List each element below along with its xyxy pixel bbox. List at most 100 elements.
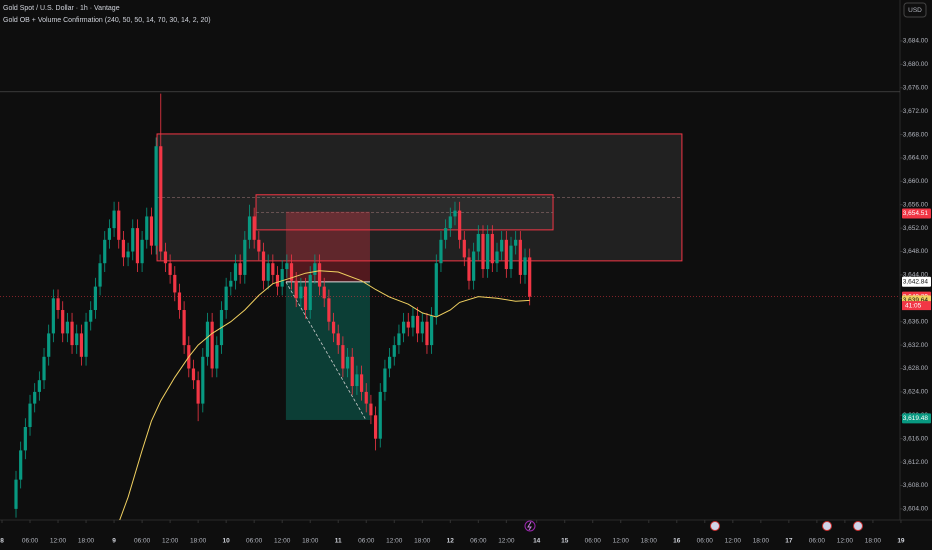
candle-body: [378, 391, 382, 439]
candle-body: [70, 321, 74, 346]
x-tick-label: 9: [112, 538, 116, 545]
candle-body: [117, 210, 121, 240]
candle-body: [345, 356, 350, 369]
candle-body: [392, 345, 396, 357]
candle-body: [495, 251, 499, 264]
candle-body: [159, 146, 163, 252]
candle-body: [135, 228, 140, 264]
x-tick-label: 06:00: [246, 538, 263, 545]
candle-body: [243, 239, 247, 275]
candle-body: [280, 269, 284, 287]
candle-body: [79, 333, 83, 357]
stop-zone: [285, 211, 370, 282]
candle-body: [481, 233, 485, 270]
candle-body: [364, 391, 368, 404]
candle-body: [528, 257, 532, 297]
y-tick-label: 3,684.00: [903, 38, 929, 45]
candle-body: [336, 333, 340, 346]
x-tick-label: 12:00: [162, 538, 179, 545]
y-tick-label: 3,632.00: [903, 342, 929, 349]
x-tick-label: 18:00: [753, 538, 770, 545]
x-tick-label: 17: [785, 538, 793, 545]
candle-body: [23, 426, 27, 451]
candle-body: [322, 286, 326, 299]
candle-body: [84, 321, 88, 357]
candle-body: [486, 233, 490, 270]
currency-box[interactable]: [903, 2, 927, 18]
candle-body: [397, 333, 401, 346]
candle-body: [37, 380, 41, 392]
event-icon: [527, 521, 532, 531]
candle-body: [126, 251, 130, 258]
y-tick-label: 3,668.00: [903, 131, 929, 138]
candle-body: [121, 239, 126, 258]
x-tick-label: 12:00: [498, 538, 515, 545]
event-flag[interactable]: [822, 521, 832, 531]
candle-body: [42, 356, 46, 381]
x-tick-label: 12:00: [837, 538, 854, 545]
x-tick-label: 11: [335, 538, 342, 545]
candle-body: [462, 239, 466, 258]
candle-body: [411, 315, 415, 328]
candle-body: [294, 280, 298, 299]
y-tick-label: 3,628.00: [903, 365, 929, 372]
x-tick-label: 06:00: [697, 538, 714, 545]
candle-body: [266, 263, 270, 281]
x-tick-label: 18:00: [641, 538, 658, 545]
price-label: 3,639.64: [903, 297, 929, 304]
candle-body: [210, 321, 214, 369]
candle-body: [56, 298, 60, 311]
candle-body: [154, 146, 158, 246]
candle-body: [406, 321, 410, 328]
y-tick-label: 3,616.00: [903, 435, 929, 442]
candle-body: [252, 216, 256, 240]
x-tick-label: 8: [0, 538, 4, 545]
x-tick-label: 06:00: [358, 538, 375, 545]
x-tick-label: 06:00: [585, 538, 602, 545]
candle-body: [224, 286, 228, 311]
x-tick-label: 12:00: [50, 538, 67, 545]
price-label: 3,642.84: [903, 278, 929, 285]
candle-body: [285, 263, 289, 270]
y-tick-label: 3,612.00: [903, 459, 929, 466]
candle-body: [331, 321, 336, 334]
candle-body: [51, 298, 55, 334]
candle-body: [14, 479, 18, 509]
event-flag[interactable]: [710, 521, 720, 531]
candle-body: [98, 263, 102, 287]
y-tick-label: 3,624.00: [903, 389, 929, 396]
y-tick-label: 3,664.00: [903, 155, 929, 162]
x-tick-label: 06:00: [134, 538, 151, 545]
x-tick-label: 15: [561, 538, 569, 545]
candle-body: [163, 251, 168, 264]
y-tick-label: 3,648.00: [903, 248, 929, 255]
candle-body: [453, 210, 457, 217]
candle-body: [514, 239, 518, 246]
x-tick-label: 10: [223, 538, 231, 545]
candle-body: [19, 450, 23, 480]
candle-body: [439, 239, 443, 264]
candle-body: [61, 310, 65, 334]
x-tick-label: 16: [673, 538, 681, 545]
y-tick-label: 3,608.00: [903, 482, 929, 489]
candle-body: [191, 368, 196, 381]
candle-body: [93, 286, 97, 311]
x-tick-label: 12:00: [613, 538, 630, 545]
y-tick-label: 3,636.00: [903, 318, 929, 325]
candle-body: [472, 251, 476, 281]
y-tick-label: 3,652.00: [903, 225, 929, 232]
candle-body: [33, 391, 37, 404]
candle-body: [229, 280, 233, 287]
candle-body: [458, 210, 462, 240]
x-tick-label: 14: [533, 538, 541, 545]
candle-body: [350, 356, 354, 387]
candle-body: [518, 239, 522, 275]
price-label: 3,654.51: [903, 210, 929, 217]
event-flag[interactable]: [853, 521, 863, 531]
x-tick-label: 18:00: [78, 538, 95, 545]
candle-body: [131, 228, 135, 252]
y-tick-label: 3,604.00: [903, 506, 929, 513]
event-icons: [524, 520, 863, 532]
candle-body: [355, 374, 359, 387]
